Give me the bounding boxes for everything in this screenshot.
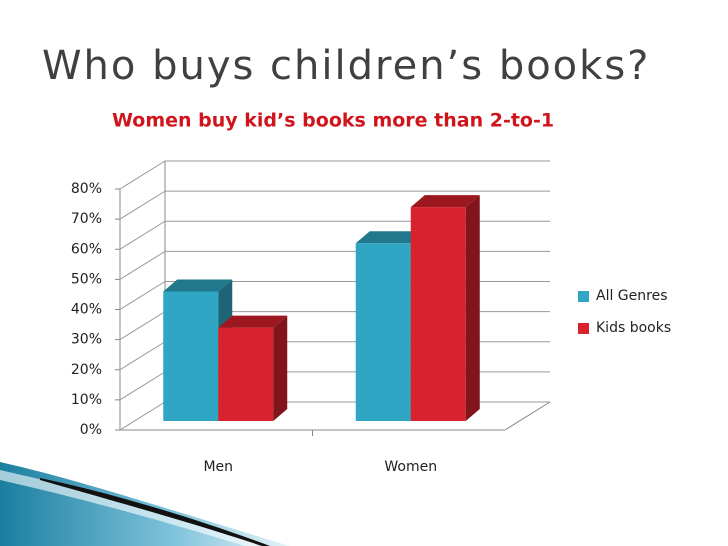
x-tick-label: Women [384,459,437,475]
grid-line [119,220,166,250]
subtitle: Women buy kid’s books more than 2-to-1 [112,110,554,132]
grid-line [119,190,166,220]
bar [218,327,274,421]
grid-line [119,371,166,401]
bar-side [273,315,288,421]
bar [163,291,219,421]
grid-line [119,401,166,431]
y-tick-label: 10% [71,392,102,408]
bar [410,207,466,421]
y-tick-label: 50% [71,271,102,287]
legend-swatch [578,323,589,334]
y-tick-label: 70% [71,211,102,227]
bar [355,243,411,421]
bar-side [465,195,480,421]
grid-line [119,281,166,310]
y-tick-label: 20% [71,362,102,378]
bar-top [218,315,288,328]
grid-line [119,160,166,190]
axis-line [504,401,551,431]
x-tick-label: Men [203,459,233,475]
bar-top [410,195,480,208]
decoration [0,462,290,546]
bar-top [163,279,233,292]
y-tick-label: 60% [71,241,102,257]
legend-label: All Genres [596,288,668,304]
y-tick-label: 30% [71,332,102,348]
bar-top [355,231,425,244]
legend-swatch [578,291,589,302]
y-tick-label: 80% [71,181,102,197]
legend-label: Kids books [596,320,671,336]
grid-line [119,250,166,280]
title: Who buys children’s books? [42,43,650,89]
y-tick-label: 0% [80,422,102,438]
grid-line [119,311,166,341]
grid-line [119,341,166,371]
y-tick-label: 40% [71,302,102,318]
